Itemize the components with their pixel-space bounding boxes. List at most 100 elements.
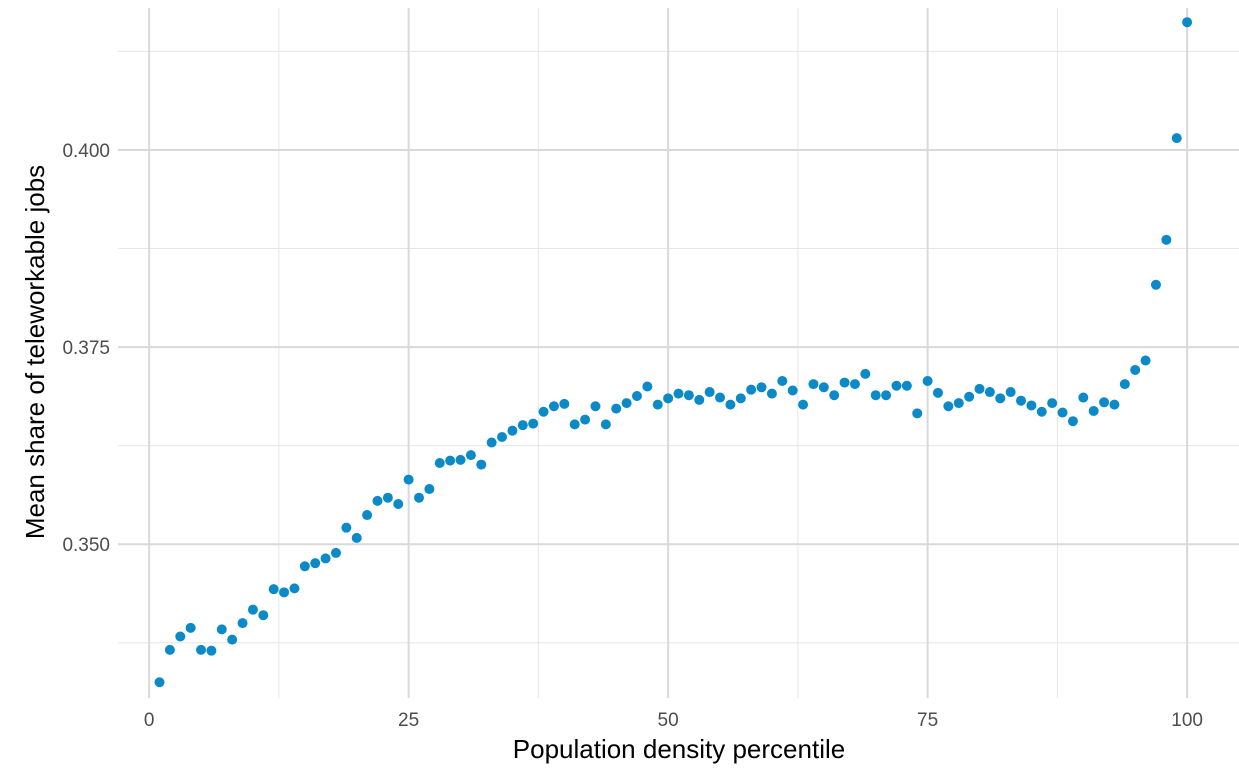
data-point — [341, 522, 352, 533]
data-point — [1078, 392, 1089, 403]
data-point — [237, 618, 248, 629]
data-point — [964, 391, 975, 402]
data-point — [414, 492, 425, 503]
y-tick-label: 0.400 — [62, 141, 110, 162]
x-tick-label: 0 — [144, 710, 155, 731]
data-point — [683, 390, 694, 401]
data-point — [756, 382, 767, 393]
data-point — [818, 382, 829, 393]
data-point — [569, 419, 580, 430]
data-point — [330, 547, 341, 558]
data-point — [476, 459, 487, 470]
data-point — [1109, 399, 1120, 410]
data-point — [185, 622, 196, 633]
y-tick-label: 0.375 — [62, 338, 110, 359]
data-point — [227, 634, 238, 645]
data-point — [860, 368, 871, 379]
x-axis-tick-labels: 0 25 50 75 100 — [144, 710, 1203, 731]
data-point — [403, 474, 414, 485]
data-point — [247, 604, 258, 615]
data-point — [1182, 17, 1193, 28]
x-tick-label: 100 — [1171, 710, 1203, 731]
data-point — [943, 401, 954, 412]
data-point — [548, 401, 559, 412]
x-tick-label: 50 — [658, 710, 679, 731]
data-point — [289, 583, 300, 594]
data-point — [663, 393, 674, 404]
data-point — [808, 379, 819, 390]
data-point — [258, 610, 269, 621]
data-point — [673, 388, 684, 399]
data-point — [559, 398, 570, 409]
data-point — [1130, 364, 1141, 375]
data-point — [922, 375, 933, 386]
grid-minor-lines — [118, 8, 1239, 698]
data-point — [1026, 400, 1037, 411]
y-axis-tick-labels: 0.350 0.375 0.400 — [62, 141, 110, 556]
data-point — [849, 379, 860, 390]
data-point — [279, 587, 290, 598]
data-point — [839, 377, 850, 388]
data-point — [953, 398, 964, 409]
x-tick-label: 75 — [917, 710, 938, 731]
data-point — [1140, 355, 1151, 366]
data-point — [216, 624, 227, 635]
data-point — [600, 419, 611, 430]
data-point — [590, 401, 601, 412]
data-point — [299, 561, 310, 572]
data-point — [320, 553, 331, 564]
data-point — [206, 645, 217, 656]
data-point — [362, 510, 373, 521]
data-point — [507, 425, 518, 436]
data-point — [881, 390, 892, 401]
data-point — [310, 558, 321, 569]
data-point — [196, 644, 207, 655]
data-point — [694, 394, 705, 405]
data-point — [538, 406, 549, 417]
data-point — [351, 532, 362, 543]
data-points — [154, 17, 1193, 688]
data-point — [1099, 397, 1110, 408]
data-point — [372, 495, 383, 506]
data-point — [642, 381, 653, 392]
data-point — [1016, 395, 1027, 406]
data-point — [870, 390, 881, 401]
data-point — [829, 390, 840, 401]
data-point — [704, 387, 715, 398]
data-point — [486, 437, 497, 448]
data-point — [984, 387, 995, 398]
data-point — [995, 393, 1006, 404]
data-point — [424, 484, 435, 495]
data-point — [164, 644, 175, 655]
data-point — [766, 388, 777, 399]
data-point — [715, 392, 726, 403]
data-point — [932, 387, 943, 398]
data-point — [434, 458, 445, 469]
data-point — [652, 399, 663, 410]
data-point — [798, 399, 809, 410]
data-point — [912, 408, 923, 419]
data-point — [393, 499, 404, 510]
data-point — [735, 393, 746, 404]
data-point — [1036, 406, 1047, 417]
data-point — [175, 631, 186, 642]
data-point — [746, 384, 757, 395]
data-point — [497, 431, 508, 442]
data-point — [154, 677, 165, 688]
data-point — [1047, 398, 1058, 409]
x-axis-title: Population density percentile — [513, 734, 845, 764]
x-tick-label: 25 — [398, 710, 419, 731]
data-point — [382, 492, 393, 503]
data-point — [974, 383, 985, 394]
data-point — [777, 375, 788, 386]
data-point — [631, 390, 642, 401]
data-point — [1171, 133, 1182, 144]
data-point — [580, 414, 591, 425]
data-point — [621, 398, 632, 409]
grid-major-lines — [118, 8, 1239, 698]
data-point — [528, 418, 539, 429]
data-point — [725, 399, 736, 410]
data-point — [901, 380, 912, 391]
data-point — [268, 584, 279, 595]
